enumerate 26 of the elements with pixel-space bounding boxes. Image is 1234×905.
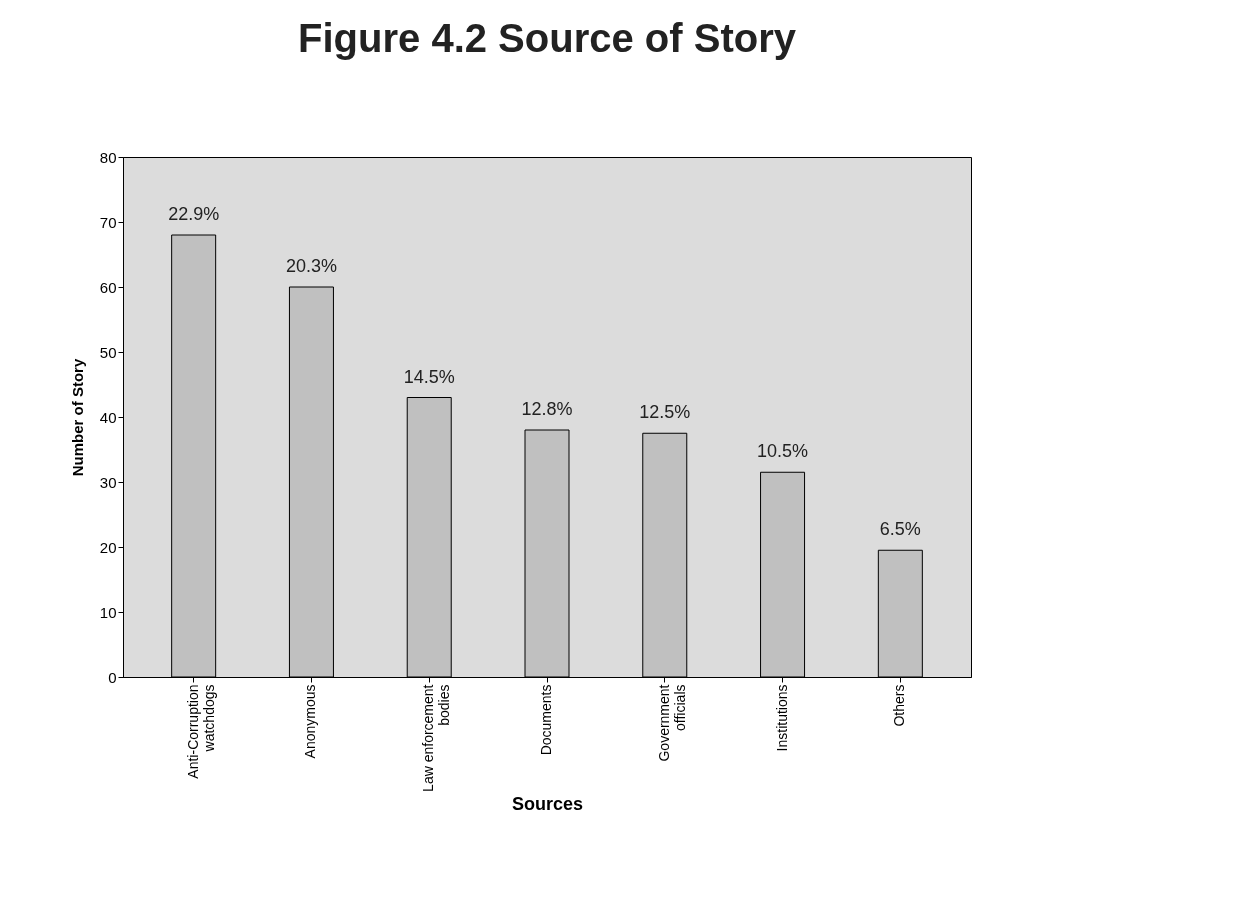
annotation: 22.9% [168,204,220,224]
annotation: 6.5% [879,519,921,540]
y-tick-label: 80 [99,148,117,166]
annotation: 10.5% [757,441,809,462]
annotation: 12.8% [521,399,573,419]
x-tick-label: Anti-Corruption watchdogs [184,684,217,779]
y-axis-title: Number of Story [68,358,86,477]
y-tick-label: 30 [99,473,117,491]
chart-title: Figure 4.2 Source of Story [298,16,797,60]
y-tick-label: 50 [99,343,117,361]
x-axis-title: Sources [511,793,584,814]
x-tick-label: Law enforcement bodies [420,684,453,792]
y-tick-label: 70 [99,213,117,231]
y-tick-label: 60 [99,278,117,296]
y-tick-label: 10 [99,603,117,621]
y-tick-label: 0 [108,668,117,686]
x-tick-label: Anonymous [302,684,319,759]
annotation: 20.3% [285,256,337,276]
x-tick-label: Others [891,684,908,727]
y-tick-label: 20 [99,538,117,556]
y-tick-label: 40 [99,408,117,426]
x-tick-label: Documents [538,684,554,756]
annotation: 14.5% [403,366,455,387]
annotation: 12.5% [639,402,691,423]
x-tick-label: Institutions [773,684,790,752]
x-tick-label: Government officials [655,684,688,762]
